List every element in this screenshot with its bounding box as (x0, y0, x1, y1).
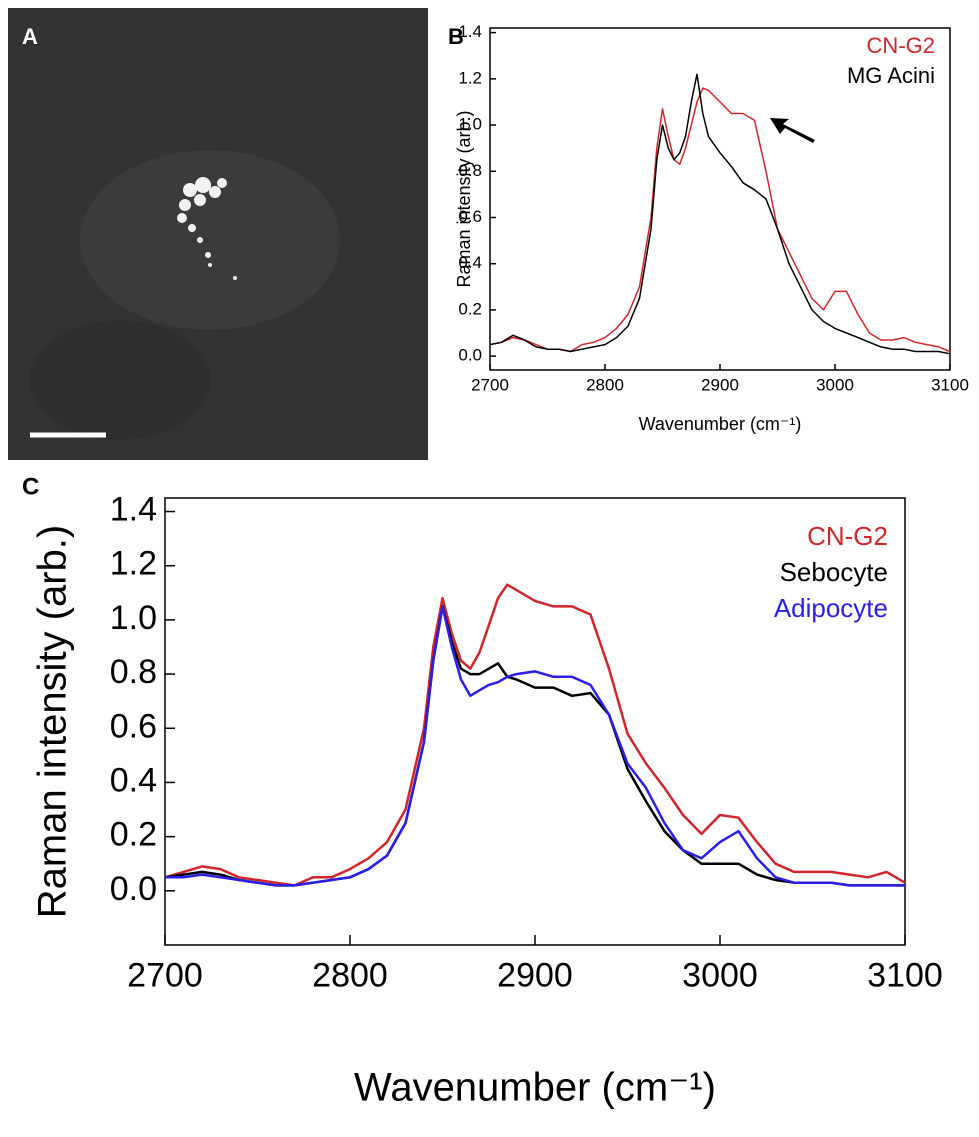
micrograph: A (8, 8, 428, 460)
cell (80, 150, 340, 330)
x-tick-label: 3000 (682, 956, 758, 994)
y-tick-label: 1.4 (458, 22, 482, 41)
y-tick-label: 0.4 (110, 761, 157, 799)
y-tick-label: 0.8 (110, 653, 157, 691)
droplets (177, 177, 237, 280)
legend-label: Adipocyte (774, 593, 888, 623)
x-tick-label: 3100 (931, 376, 969, 395)
x-tick-label: 2700 (471, 376, 509, 395)
y-axis-label: Raman intensity (arb.) (31, 525, 75, 918)
arrow (770, 118, 815, 143)
x-tick-label: 3000 (816, 376, 854, 395)
y-tick-label: 0.0 (110, 870, 157, 908)
series-line (164, 583, 906, 887)
y-tick-label: 0.8 (458, 161, 482, 180)
series-line (489, 87, 951, 353)
legend-label: CN-G2 (867, 33, 935, 58)
panel-label: A (22, 24, 38, 49)
y-tick-label: 0.0 (458, 346, 482, 365)
series-line (164, 605, 905, 887)
y-tick-label: 1.0 (110, 599, 157, 637)
legend-label: Sebocyte (780, 557, 888, 587)
y-tick-label: 0.6 (458, 207, 482, 226)
y-axis-label: Raman intensity (arb.) (454, 110, 474, 287)
y-tick-label: 1.0 (458, 115, 482, 134)
x-tick-label: 2900 (497, 956, 573, 994)
x-tick-label: 2800 (312, 956, 388, 994)
legend-label: CN-G2 (807, 521, 888, 551)
x-tick-label: 2700 (127, 956, 203, 994)
legend-label: MG Acini (847, 63, 935, 88)
panel-label: C (22, 473, 39, 500)
y-tick-label: 0.4 (458, 253, 482, 272)
y-tick-label: 1.4 (110, 491, 157, 529)
x-tick-label: 2900 (701, 376, 739, 395)
series-line (489, 73, 951, 355)
y-tick-label: 0.6 (110, 707, 157, 745)
y-tick-label: 1.2 (110, 545, 157, 583)
cell (30, 320, 210, 440)
x-tick-label: 2800 (586, 376, 624, 395)
x-axis-label: Wavenumber (cm⁻¹) (639, 414, 802, 434)
series-line (165, 605, 905, 887)
x-tick-label: 3100 (867, 956, 943, 994)
y-tick-label: 0.2 (458, 299, 482, 318)
panel-label: B (448, 24, 464, 49)
y-tick-label: 0.2 (110, 816, 157, 854)
y-tick-label: 1.2 (458, 68, 482, 87)
x-axis-label: Wavenumber (cm⁻¹) (354, 1066, 716, 1110)
